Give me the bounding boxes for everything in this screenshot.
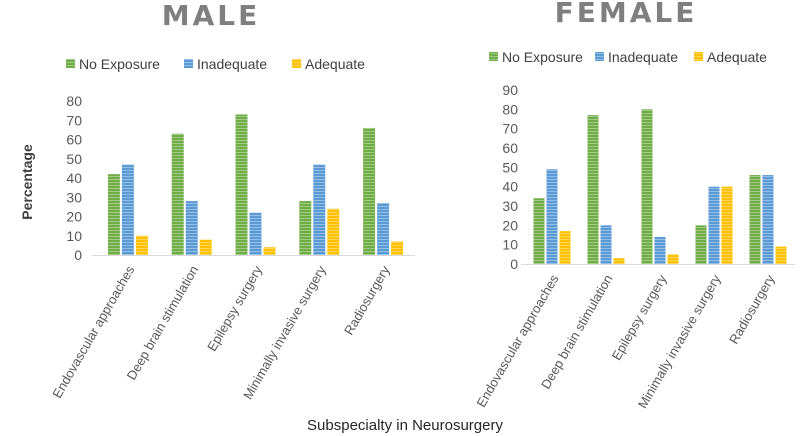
bar-no-exposure <box>299 201 312 255</box>
female-chart-panel: FEMALE No Exposure Inadequate Adequate 0 10… <box>473 0 795 411</box>
y-tick-label: 30 <box>66 189 82 205</box>
bar-inadequate <box>654 236 666 264</box>
legend-label-inadequate: Inadequate <box>608 49 678 65</box>
legend-label-inadequate: Inadequate <box>197 56 267 72</box>
legend-label-no-exposure: No Exposure <box>502 49 583 65</box>
bar-adequate <box>775 246 787 264</box>
y-tick-label: 50 <box>66 151 82 167</box>
y-tick-label: 30 <box>502 198 518 214</box>
bar-adequate <box>721 186 733 264</box>
female-chart-legend: No Exposure Inadequate Adequate <box>489 49 767 65</box>
bar-no-exposure <box>171 133 184 255</box>
male-chart-legend: No Exposure Inadequate Adequate <box>66 56 365 72</box>
female-chart-title: FEMALE <box>555 0 698 29</box>
bar-inadequate <box>377 203 390 255</box>
bar-adequate <box>327 208 340 255</box>
bar-inadequate <box>762 175 774 264</box>
bar-no-exposure <box>641 109 653 264</box>
bar-no-exposure <box>587 115 599 264</box>
y-tick-label: 80 <box>66 93 82 109</box>
bar-no-exposure <box>235 114 248 255</box>
y-tick-label: 40 <box>502 179 518 195</box>
bar-inadequate <box>249 212 262 255</box>
y-tick-label: 40 <box>66 170 82 186</box>
y-tick-label: 60 <box>66 132 82 148</box>
legend-swatch-adequate <box>694 52 703 61</box>
male-chart-panel: MALE No Exposure Inadequate Adequate 0 10 20… <box>19 0 415 402</box>
legend-swatch-no-exposure <box>66 59 75 68</box>
y-tick-label: 70 <box>66 112 82 128</box>
bar-no-exposure <box>363 127 376 255</box>
x-axis-label: Subspecialty in Neurosurgery <box>307 417 503 434</box>
female-bars <box>533 109 787 264</box>
y-tick-label: 20 <box>502 217 518 233</box>
y-tick-label: 10 <box>502 237 518 253</box>
y-axis-label: Percentage <box>19 144 35 220</box>
bar-inadequate <box>121 164 134 255</box>
category-label: Epilepsy surgery <box>609 272 670 363</box>
y-tick-label: 0 <box>510 256 518 272</box>
bar-no-exposure <box>107 174 120 255</box>
category-label: Epilepsy surgery <box>204 263 265 354</box>
y-tick-label: 80 <box>502 101 518 117</box>
y-tick-label: 70 <box>502 121 518 137</box>
bar-inadequate <box>546 169 558 264</box>
legend-label-adequate: Adequate <box>305 56 365 72</box>
male-y-axis: 0 10 20 30 40 50 60 70 80 <box>66 93 82 263</box>
bar-no-exposure <box>695 225 707 264</box>
bar-adequate <box>667 254 679 264</box>
category-label: Radiosurgery <box>726 272 778 347</box>
legend-swatch-no-exposure <box>489 52 498 61</box>
bar-inadequate <box>313 164 326 255</box>
female-y-axis: 0 10 20 30 40 50 60 70 80 90 <box>502 82 518 272</box>
bar-adequate <box>559 231 571 264</box>
legend-swatch-inadequate <box>595 52 604 61</box>
legend-swatch-inadequate <box>184 59 193 68</box>
male-chart-title: MALE <box>162 0 261 32</box>
y-tick-label: 90 <box>502 82 518 98</box>
bar-inadequate <box>708 186 720 264</box>
bar-adequate <box>263 247 276 255</box>
y-tick-label: 20 <box>66 209 82 225</box>
male-bars <box>107 114 404 255</box>
y-tick-label: 10 <box>66 228 82 244</box>
category-label: Deep brain stimulation <box>124 263 202 383</box>
legend-label-no-exposure: No Exposure <box>79 56 160 72</box>
bar-adequate <box>613 258 625 264</box>
bar-inadequate <box>600 225 612 264</box>
y-tick-label: 0 <box>74 247 82 263</box>
category-label: Endovascular approaches <box>49 263 137 401</box>
legend-label-adequate: Adequate <box>707 49 767 65</box>
bar-adequate <box>391 241 404 255</box>
category-label: Radiosurgery <box>341 263 393 338</box>
legend-swatch-adequate <box>292 59 301 68</box>
bar-no-exposure <box>533 198 545 264</box>
bar-adequate <box>199 239 212 255</box>
y-tick-label: 50 <box>502 159 518 175</box>
bar-no-exposure <box>749 175 761 264</box>
bar-adequate <box>135 235 148 255</box>
bar-inadequate <box>185 201 198 255</box>
y-tick-label: 60 <box>502 140 518 156</box>
